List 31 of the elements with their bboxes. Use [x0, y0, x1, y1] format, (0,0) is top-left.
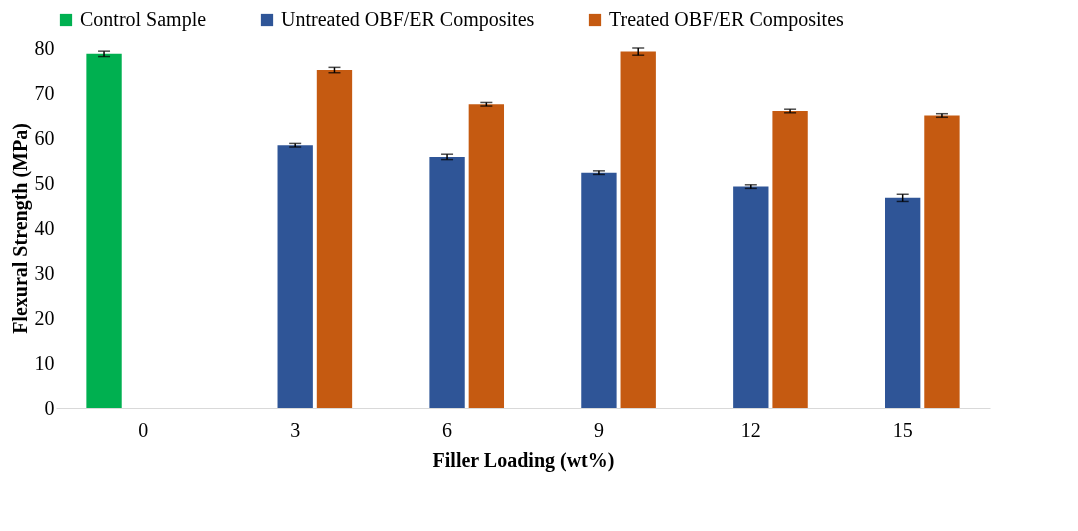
x-tick-label: 9 — [593, 418, 604, 441]
x-tick-label: 15 — [892, 418, 913, 441]
bar — [924, 115, 960, 408]
y-tick-label: 70 — [34, 81, 55, 104]
bar — [316, 70, 353, 408]
y-tick-label: 50 — [34, 171, 55, 194]
bar — [620, 51, 656, 408]
bar — [86, 53, 122, 408]
x-tick-label: 6 — [442, 418, 453, 441]
y-tick-label: 40 — [34, 216, 55, 239]
legend-label: Control Sample — [80, 8, 207, 31]
y-tick-label: 20 — [34, 306, 55, 329]
legend-label: Untreated OBF/ER Composites — [281, 8, 535, 31]
bar — [772, 111, 808, 408]
bar — [885, 197, 921, 408]
y-axis-title: Flexural Strength (MPa) — [8, 123, 32, 334]
y-tick-label: 30 — [34, 261, 55, 284]
x-tick-label: 3 — [290, 418, 301, 441]
y-tick-label: 80 — [34, 36, 55, 59]
bar — [468, 104, 505, 408]
x-tick-label: 0 — [138, 418, 149, 441]
bar — [733, 186, 769, 408]
y-tick-label: 10 — [34, 351, 55, 374]
legend-label: Treated OBF/ER Composites — [609, 8, 845, 31]
x-tick-label: 12 — [740, 418, 761, 441]
x-axis-title: Filler Loading (wt%) — [432, 448, 615, 472]
bar — [277, 145, 313, 408]
y-tick-label: 60 — [34, 126, 55, 149]
bar — [429, 156, 465, 408]
y-tick-label: 0 — [44, 396, 55, 419]
bar — [581, 172, 617, 408]
